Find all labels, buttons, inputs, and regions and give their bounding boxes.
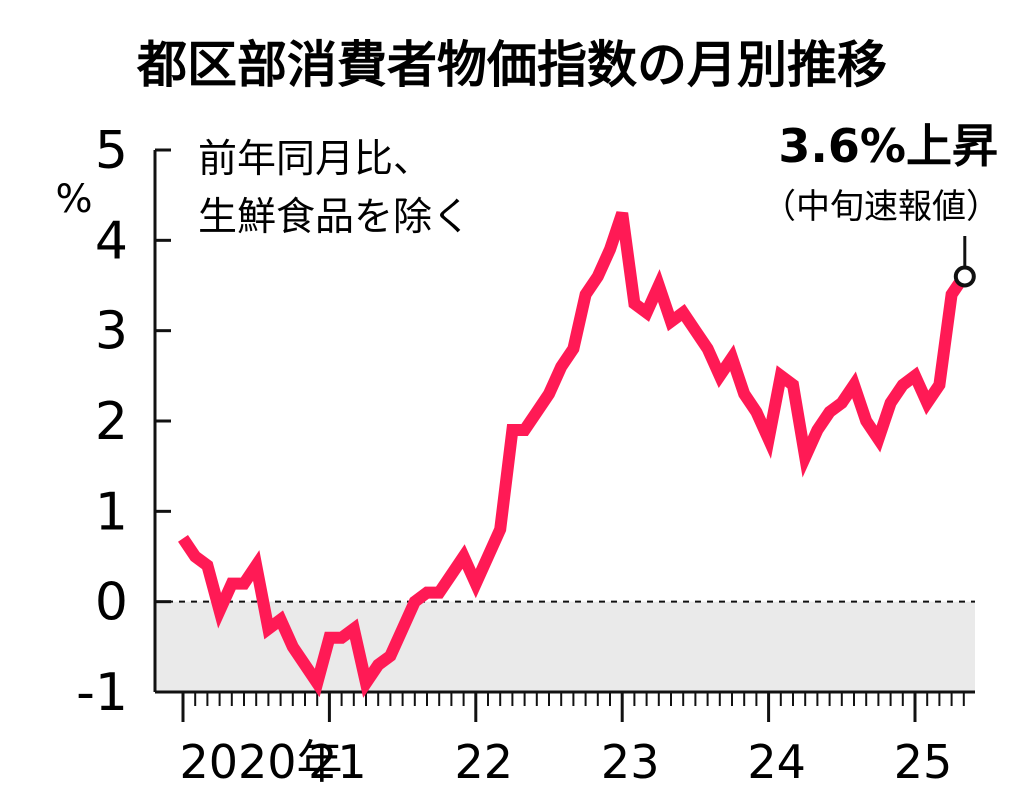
x-tick-label: 23 bbox=[601, 735, 660, 789]
chart-title: 都区部消費者物価指数の月別推移 bbox=[136, 36, 887, 94]
latest-value-marker bbox=[953, 265, 976, 288]
latest-value-annotation: 3.6%上昇 bbox=[778, 119, 998, 173]
y-tick-label: 3 bbox=[95, 302, 128, 362]
latest-value-subnote: （中旬速報値） bbox=[762, 187, 1000, 227]
y-tick-label: -1 bbox=[76, 663, 128, 723]
x-axis-ticks bbox=[181, 692, 965, 722]
y-axis-ticks bbox=[155, 148, 171, 694]
x-tick-label: 2020年 bbox=[179, 735, 342, 789]
y-tick-label: 2 bbox=[95, 392, 128, 452]
x-tick-label: 24 bbox=[747, 735, 806, 789]
y-tick-label: 4 bbox=[95, 211, 128, 271]
y-axis-unit: % bbox=[55, 177, 92, 222]
x-tick-label: 25 bbox=[894, 735, 953, 789]
y-tick-label: 1 bbox=[95, 482, 128, 542]
chart-note-line-2: 生鮮食品を除く bbox=[198, 195, 471, 240]
y-tick-label: 0 bbox=[95, 573, 128, 633]
chart-note-line-1: 前年同月比、 bbox=[198, 137, 432, 182]
series-line-cpi bbox=[178, 211, 969, 698]
x-tick-label: 21 bbox=[308, 735, 367, 789]
y-tick-label: 5 bbox=[95, 121, 128, 181]
x-tick-label: 22 bbox=[455, 735, 514, 789]
y-axis-tick-labels: 5 4 3 2 1 0 -1 bbox=[76, 121, 128, 723]
